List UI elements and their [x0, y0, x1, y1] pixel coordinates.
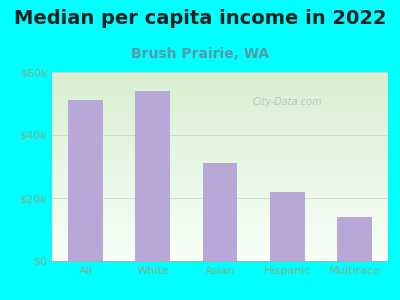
- Bar: [337, 217, 372, 261]
- Bar: [68, 100, 103, 261]
- Text: City-Data.com: City-Data.com: [252, 97, 322, 107]
- Text: Brush Prairie, WA: Brush Prairie, WA: [131, 46, 269, 61]
- Bar: [135, 91, 170, 261]
- Bar: [202, 163, 238, 261]
- Bar: [270, 192, 305, 261]
- Text: Median per capita income in 2022: Median per capita income in 2022: [14, 9, 386, 28]
